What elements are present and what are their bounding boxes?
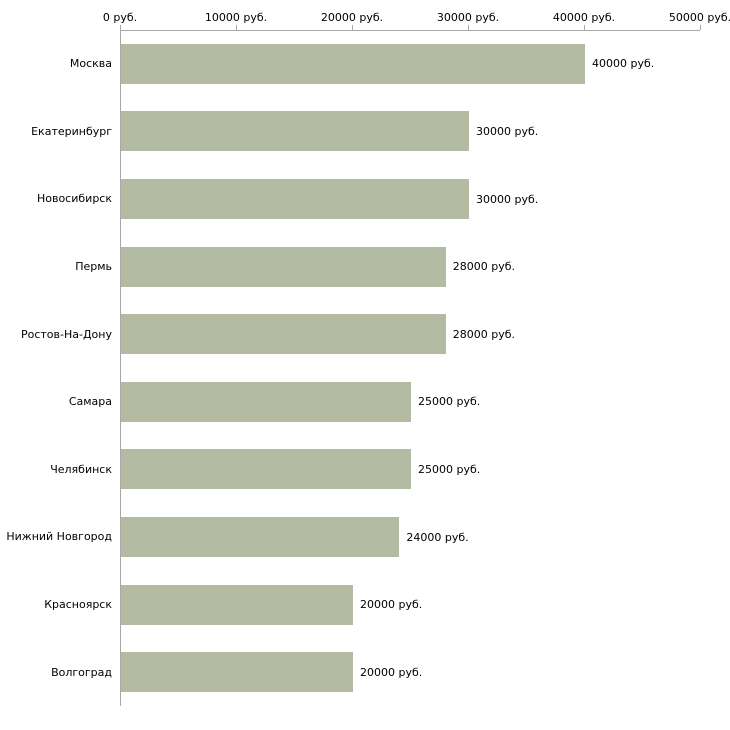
value-label: 30000 руб. [476,192,539,206]
category-label: Новосибирск [36,192,112,206]
x-tick-label: 0 руб. [102,11,138,24]
bar [121,381,411,422]
x-tick-label: 40000 руб. [552,11,616,24]
bar [121,584,353,625]
value-label: 20000 руб. [360,598,423,612]
x-tick-mark [352,25,353,30]
bar-row: 25000 руб. [121,449,481,490]
plot-area [120,30,700,706]
category-label: Самара [68,395,112,409]
category-label: Екатеринбург [31,124,112,138]
x-tick-mark [468,25,469,30]
bar-row: 30000 руб. [121,111,539,152]
bar-row: 24000 руб. [121,517,469,557]
x-tick-label: 30000 руб. [436,11,500,24]
bar-row: 20000 руб. [121,584,423,625]
bar-row: 30000 руб. [121,179,538,219]
bar [121,517,400,557]
category-label: Ростов-На-Дону [20,327,112,341]
bar [121,43,585,84]
bar [121,111,469,152]
bar [121,246,446,287]
bar-row: 28000 руб. [121,314,516,355]
x-tick-mark [120,25,121,30]
x-tick-mark [700,25,701,30]
bar [121,314,446,355]
value-label: 40000 руб. [592,57,655,71]
value-label: 24000 руб. [406,530,469,544]
x-tick-label: 50000 руб. [668,11,730,24]
category-label: Волгоград [51,665,112,679]
value-label: 28000 руб. [452,260,516,274]
bar-row: 25000 руб. [121,381,481,422]
category-label: Нижний Новгород [6,530,112,544]
x-tick-mark [584,25,585,30]
value-label: 25000 руб. [418,395,481,409]
bar [121,179,469,219]
bar-row: 28000 руб. [121,246,516,287]
bar [121,449,411,490]
category-label: Красноярск [44,598,112,612]
bar [121,652,353,693]
category-label: Москва [69,57,112,71]
value-label: 20000 руб. [360,665,423,679]
category-label: Пермь [75,260,112,274]
x-tick-mark [236,25,237,30]
x-tick-label: 20000 руб. [320,11,384,24]
category-label: Челябинск [50,462,112,476]
bar-row: 40000 руб. [121,43,655,84]
bar-row: 20000 руб. [121,652,423,693]
value-label: 28000 руб. [452,327,516,341]
x-tick-label: 10000 руб. [204,11,268,24]
value-label: 25000 руб. [418,462,481,476]
value-label: 30000 руб. [476,124,539,138]
